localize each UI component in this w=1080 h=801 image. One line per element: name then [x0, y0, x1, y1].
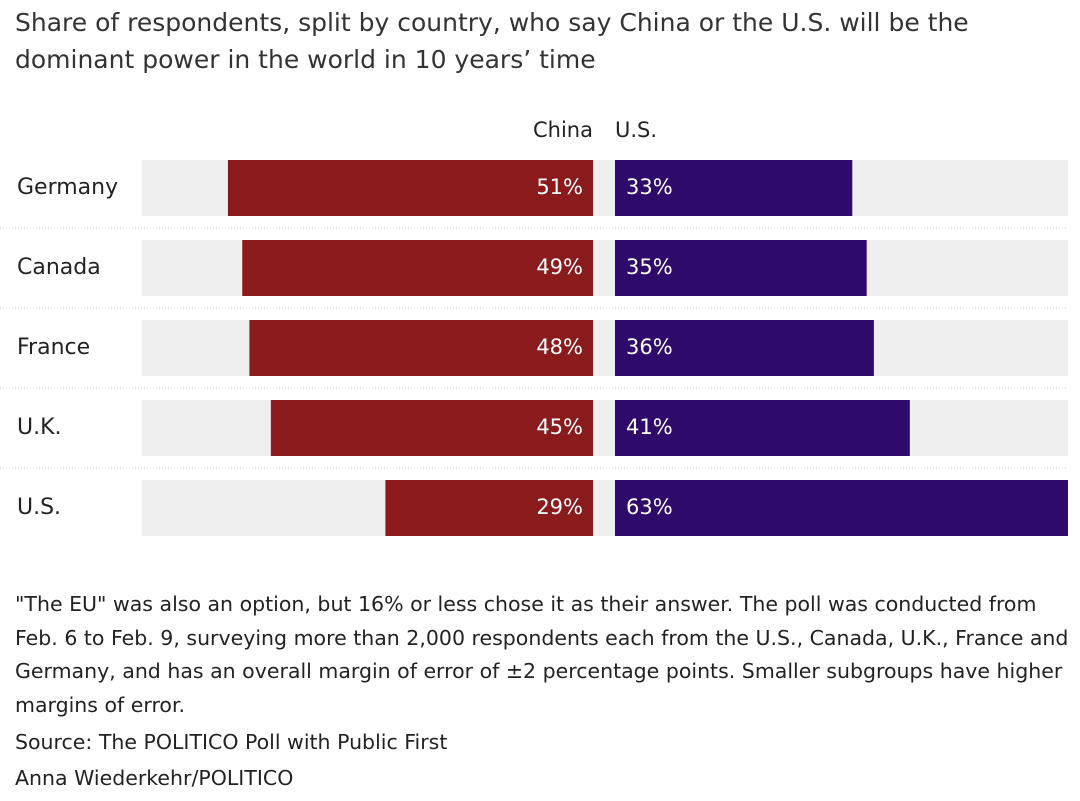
category-label: Canada: [17, 255, 101, 280]
value-label: 48%: [536, 335, 583, 359]
chart-title: Share of respondents, split by country, …: [15, 8, 969, 74]
value-label: 63%: [626, 495, 673, 519]
note: "The EU" was also an option, but 16% or …: [15, 592, 1069, 717]
source: Source: The POLITICO Poll with Public Fi…: [15, 730, 448, 754]
value-label: 49%: [536, 255, 583, 279]
legend-label: U.S.: [615, 118, 657, 142]
bar: [615, 240, 867, 296]
bar: [615, 160, 853, 216]
bar: [615, 400, 910, 456]
category-label: U.K.: [17, 415, 62, 440]
notes: "The EU" was also an option, but 16% or …: [15, 588, 1070, 795]
value-label: 36%: [626, 335, 673, 359]
bar: [385, 480, 593, 536]
legend-label: China: [533, 118, 593, 142]
bar: [615, 320, 874, 376]
value-label: 35%: [626, 255, 673, 279]
value-label: 33%: [626, 175, 673, 199]
category-label: France: [17, 335, 90, 360]
category-label: U.S.: [17, 495, 61, 520]
value-label: 41%: [626, 415, 673, 439]
credit: Anna Wiederkehr/POLITICO: [15, 765, 294, 790]
category-label: Germany: [17, 175, 118, 200]
value-label: 51%: [536, 175, 583, 199]
bar: [615, 480, 1068, 536]
bar: [249, 320, 593, 376]
value-label: 29%: [536, 495, 583, 519]
bar: [227, 160, 593, 216]
bar: [242, 240, 593, 296]
value-label: 45%: [536, 415, 583, 439]
bar: [270, 400, 593, 456]
